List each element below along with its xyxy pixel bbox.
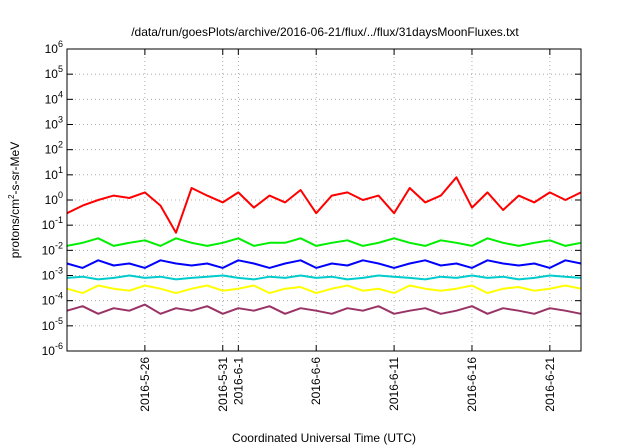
series-layer [66, 176, 582, 315]
y-tick-label: 104 [45, 89, 63, 106]
series-line-2 [66, 259, 582, 269]
y-tick-label: 101 [45, 165, 63, 182]
y-tick-label: 106 [45, 39, 63, 56]
y-tick-label: 10-2 [42, 240, 63, 257]
y-tick-label: 10-4 [42, 291, 63, 308]
y-tick-label: 100 [45, 190, 63, 207]
y-tick-label: 103 [45, 115, 63, 132]
y-tick-label: 105 [45, 64, 63, 81]
y-tick-label: 10-1 [42, 215, 63, 232]
y-axis: 10-6 10-5 10-4 10-3 10-2 10-1 100 101 102 103 104 1… [42, 39, 581, 358]
grid [67, 49, 581, 351]
y-tick-label: 10-5 [42, 316, 63, 333]
y-tick-label: 10-3 [42, 266, 63, 283]
series-line-1 [66, 237, 582, 247]
x-tick-label: 2016-6-6 [309, 357, 323, 405]
x-tick-label: 2016-5-26 [138, 357, 152, 412]
x-tick-label: 2016-5-31 [216, 357, 230, 412]
series-line-4 [66, 284, 582, 295]
series-line-0 [66, 176, 582, 234]
y-tick-label: 10-6 [42, 341, 63, 358]
x-tick-label: 2016-6-21 [543, 357, 557, 412]
y-axis-label: protons/cm2-s-sr-MeV [7, 142, 22, 258]
x-tick-label: 2016-6-1 [231, 357, 245, 405]
chart-title: /data/run/goesPlots/archive/2016-06-21/f… [131, 25, 519, 39]
series-line-3 [66, 274, 582, 281]
x-axis-label: Coordinated Universal Time (UTC) [232, 431, 416, 445]
x-axis: 2016-5-26 2016-5-31 2016-6-1 2016-6-6 2016-6… [138, 49, 557, 412]
series-line-5 [66, 303, 582, 315]
y-tick-label: 102 [45, 140, 63, 157]
x-tick-label: 2016-6-11 [387, 357, 401, 411]
x-tick-label: 2016-6-16 [465, 357, 479, 412]
